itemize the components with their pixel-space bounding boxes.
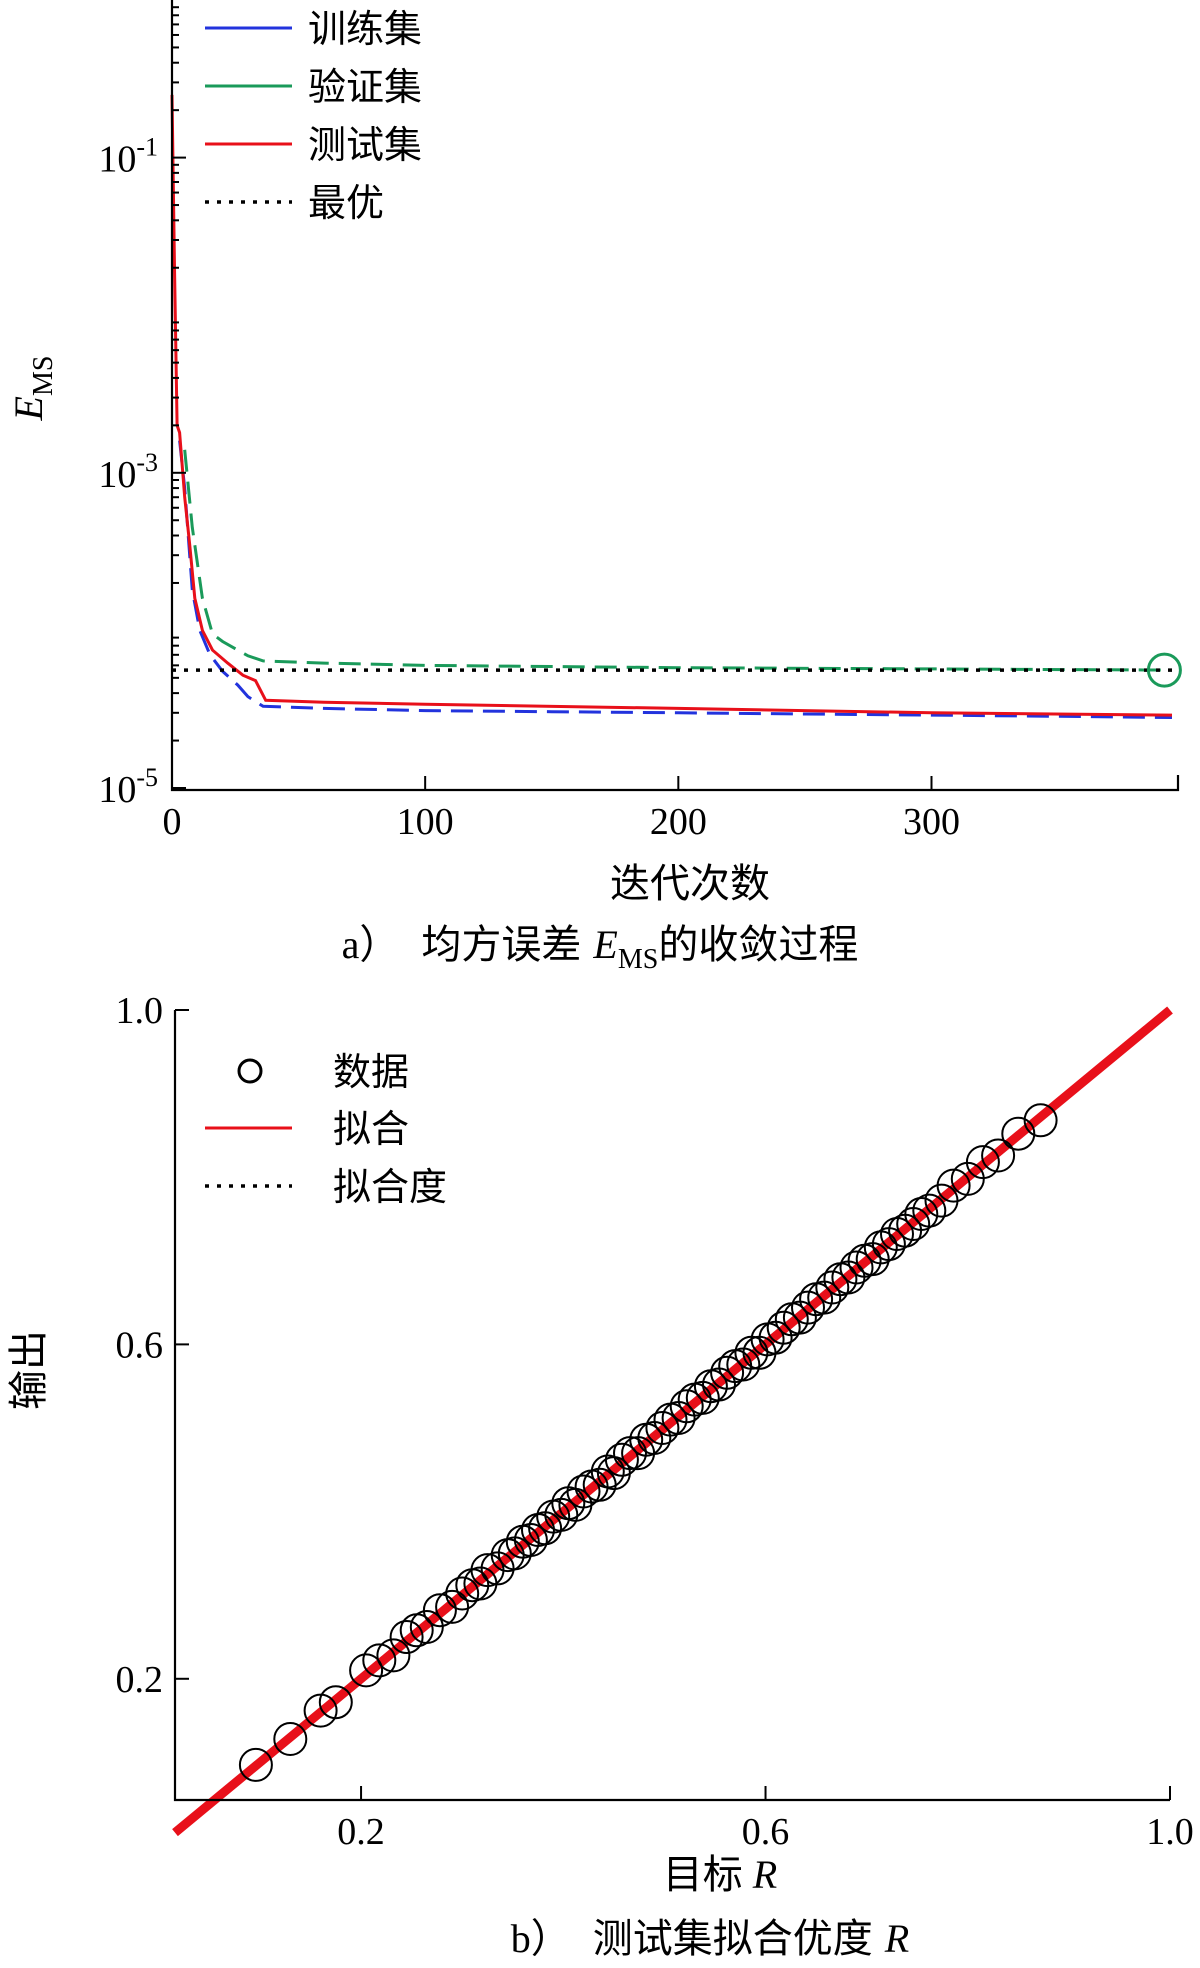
data-point xyxy=(318,1685,353,1720)
data-point xyxy=(513,1523,548,1557)
legend-fit-label: 拟合 xyxy=(333,1107,409,1151)
legend-data-marker xyxy=(237,1058,263,1084)
data-point xyxy=(273,1722,308,1756)
chart-b-plot-area xyxy=(172,1006,1173,1837)
data-point xyxy=(445,1576,480,1611)
x-tick-label: 0.6 xyxy=(742,1811,790,1853)
legend-train-label: 训练集 xyxy=(308,7,422,51)
chart-a-legend: 训练集 验证集 测试集 最优 xyxy=(205,7,422,225)
data-point xyxy=(766,1310,801,1345)
x-tick-label: 1.0 xyxy=(1146,1811,1194,1853)
y-tick-label: 10-5 xyxy=(98,763,158,811)
chart-a-plot-area xyxy=(170,94,1182,719)
data-point xyxy=(566,1474,601,1509)
series-test-line xyxy=(170,94,1173,717)
y-tick-label: 1.0 xyxy=(116,990,164,1032)
x-tick-label: 0.2 xyxy=(337,1811,385,1853)
data-point xyxy=(645,1411,680,1445)
series-train-line xyxy=(178,440,1173,719)
data-point xyxy=(389,1620,424,1654)
data-point xyxy=(238,1747,273,1782)
data-point xyxy=(1023,1103,1058,1138)
data-point xyxy=(604,1442,639,1477)
data-point xyxy=(981,1138,1016,1173)
y-tick-label: 0.2 xyxy=(116,1659,164,1701)
legend-test-label: 测试集 xyxy=(308,123,422,167)
series-val-line xyxy=(183,449,1173,672)
chart-b-y-ticks: 0.2 0.6 1.0 xyxy=(116,990,189,1701)
data-point xyxy=(710,1355,745,1390)
chart-a-x-ticks: 0 100 200 300 xyxy=(163,776,960,843)
data-point xyxy=(1001,1116,1036,1151)
y-tick-label: 0.6 xyxy=(116,1324,164,1366)
chart-b-axes xyxy=(173,1010,1170,1802)
y-tick-label: 10-3 xyxy=(98,448,158,496)
chart-b-x-ticks: 0.2 0.6 1.0 xyxy=(337,1786,1194,1853)
x-tick-label: 0 xyxy=(163,801,182,843)
legend-val-label: 验证集 xyxy=(308,65,422,109)
y-tick-label: 10-1 xyxy=(98,133,158,181)
chart-a-caption: a） 均方误差 EMS的收敛过程 xyxy=(342,922,859,975)
legend-data-label: 数据 xyxy=(333,1050,409,1094)
best-epoch-marker xyxy=(1146,652,1182,688)
chart-b-y-axis-label: 输出 xyxy=(6,1330,52,1410)
chart-a-y-ticks: 10-1 10-3 10-5 xyxy=(98,6,186,811)
data-point xyxy=(349,1653,384,1688)
data-point xyxy=(791,1290,825,1325)
data-point xyxy=(965,1145,1000,1180)
data-point xyxy=(912,1193,947,1228)
data-point xyxy=(362,1643,397,1678)
fit-line xyxy=(172,1006,1173,1837)
x-tick-label: 200 xyxy=(650,801,707,843)
chart-a-x-axis-label: 迭代次数 xyxy=(610,861,770,907)
x-tick-label: 100 xyxy=(397,801,454,843)
chart-a-y-axis-label: EMS xyxy=(6,356,59,422)
chart-b-regression: 0.2 0.6 1.0 0.2 0.6 1.0 目标 R 输出 数据 拟合 拟合度 b）测… xyxy=(6,990,1194,1962)
data-point xyxy=(376,1638,411,1673)
chart-b-legend: 数据 拟合 拟合度 xyxy=(205,1050,447,1209)
data-point xyxy=(409,1610,444,1644)
data-point xyxy=(435,1589,470,1624)
data-point xyxy=(422,1593,457,1628)
data-point xyxy=(904,1197,939,1231)
data-point xyxy=(839,1250,874,1285)
chart-a-axes xyxy=(170,0,1180,792)
data-point xyxy=(669,1389,704,1424)
x-tick-label: 300 xyxy=(903,801,960,843)
chart-b-x-axis-label: 目标 R xyxy=(663,1852,777,1898)
chart-b-caption: b） 测试集拟合优度 R xyxy=(511,1916,909,1962)
data-point xyxy=(815,1270,850,1305)
legend-best-label: 最优 xyxy=(308,181,384,225)
legend-fit-degree-label: 拟合度 xyxy=(333,1165,447,1209)
chart-a-convergence: 0 100 200 300 10-1 10-3 10-5 迭代次数 EMS 训练集 验证集… xyxy=(6,0,1182,975)
